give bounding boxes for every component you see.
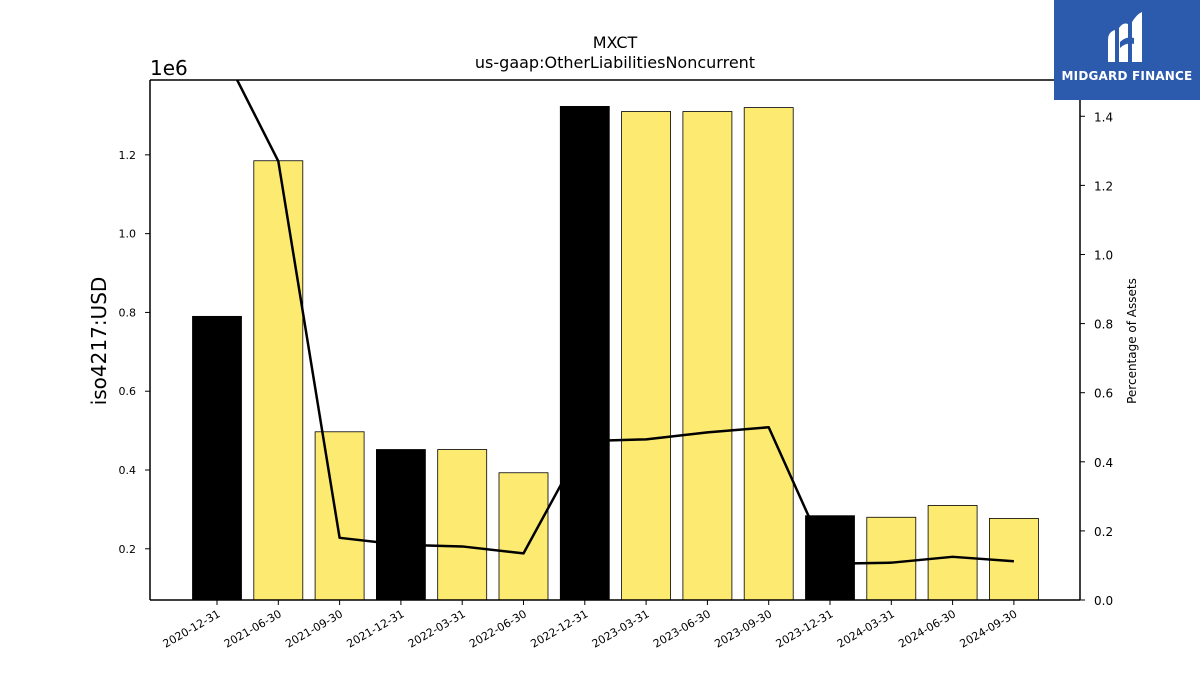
bar-2022-12-31 [559, 105, 610, 601]
x-tick-label: 2023-03-31 [590, 607, 652, 650]
bar-2022-06-30 [498, 472, 549, 601]
chart-title: MXCT [593, 33, 638, 52]
logo-mark-icon [1108, 12, 1142, 62]
percentage-line [235, 80, 1014, 565]
x-tick-label: 2021-09-30 [283, 607, 345, 650]
y2-tick-label: 0.8 [1094, 318, 1113, 332]
y-scale-label: 1e6 [150, 56, 188, 80]
y2-tick-label: 0.2 [1094, 525, 1113, 539]
bars-group [192, 105, 1039, 601]
bar-2023-09-30 [743, 107, 794, 601]
x-tick-label: 2024-06-30 [896, 607, 958, 650]
y-tick-label: 0.6 [119, 385, 137, 398]
x-tick-label: 2023-06-30 [651, 607, 713, 650]
y2-tick-label: 0.4 [1094, 456, 1113, 470]
x-tick-label: 2022-03-31 [406, 607, 468, 650]
y2-tick-label: 1.2 [1094, 179, 1113, 193]
y2-axis-label: Percentage of Assets [1125, 278, 1139, 404]
x-tick-label: 2023-12-31 [774, 607, 836, 650]
logo-text: MIDGARD FINANCE [1061, 69, 1193, 83]
y-tick-label: 0.2 [119, 543, 137, 556]
bar-2023-03-31 [621, 111, 671, 601]
x-tick-label: 2021-06-30 [222, 607, 284, 650]
y2-tick-label: 1.4 [1094, 110, 1113, 124]
bar-2024-03-31 [866, 516, 917, 601]
y-tick-label: 1.0 [119, 228, 137, 241]
y2-tick-label: 0.6 [1094, 387, 1113, 401]
bar-2021-06-30 [253, 160, 304, 601]
y-tick-label: 1.2 [119, 149, 137, 162]
bar-2022-03-31 [437, 449, 488, 601]
x-tick-label: 2024-03-31 [835, 607, 897, 650]
bar-2020-12-31 [192, 315, 242, 601]
x-tick-label: 2021-12-31 [345, 607, 407, 650]
y2-tick-label: 0.0 [1094, 594, 1113, 608]
y-axis-label: iso4217:USD [87, 277, 111, 406]
x-tick-label: 2023-09-30 [712, 607, 774, 650]
bar-2024-06-30 [927, 505, 978, 601]
bar-2023-06-30 [682, 111, 733, 601]
midgard-finance-logo: MIDGARD FINANCE [1054, 0, 1200, 100]
y-tick-label: 0.8 [119, 306, 137, 319]
x-tick-label: 2024-09-30 [958, 607, 1020, 650]
bar-2021-09-30 [314, 431, 365, 601]
x-tick-label: 2022-12-31 [528, 607, 590, 650]
y2-tick-label: 1.0 [1094, 248, 1113, 262]
chart-subtitle: us-gaap:OtherLiabilitiesNoncurrent [475, 53, 755, 72]
line-group [235, 80, 1014, 565]
y-tick-label: 0.4 [119, 464, 137, 477]
bar-2021-12-31 [375, 449, 426, 601]
x-tick-label: 2020-12-31 [161, 607, 223, 650]
x-tick-label: 2022-06-30 [467, 607, 529, 650]
